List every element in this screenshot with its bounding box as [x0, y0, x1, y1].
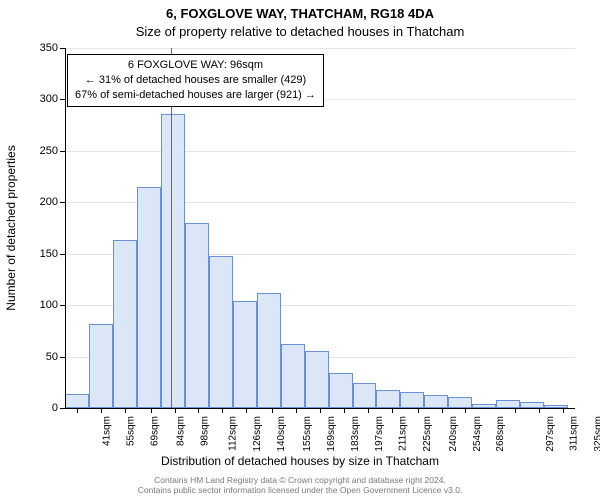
- title-address: 6, FOXGLOVE WAY, THATCHAM, RG18 4DA: [0, 6, 600, 21]
- x-tick: [175, 408, 176, 413]
- y-tick-label: 50: [8, 351, 58, 363]
- histogram-bar: [376, 390, 400, 409]
- annotation-box: 6 FOXGLOVE WAY: 96sqm ← 31% of detached …: [67, 54, 324, 107]
- histogram-bar: [472, 404, 496, 408]
- y-tick-label: 350: [8, 42, 58, 54]
- x-tick: [368, 408, 369, 413]
- histogram-bar: [448, 397, 472, 408]
- x-tick-label: 183sqm: [350, 416, 361, 452]
- histogram-bar: [400, 392, 424, 408]
- histogram-bar: [209, 256, 233, 408]
- x-tick: [563, 408, 564, 413]
- x-tick-label: 112sqm: [228, 416, 239, 451]
- title-subtitle: Size of property relative to detached ho…: [0, 24, 600, 39]
- x-tick-label: 254sqm: [472, 416, 483, 452]
- chart-container: 6, FOXGLOVE WAY, THATCHAM, RG18 4DA Size…: [0, 0, 600, 500]
- x-axis-label: Distribution of detached houses by size …: [0, 454, 600, 468]
- x-tick: [392, 408, 393, 413]
- x-tick-label: 98sqm: [199, 416, 210, 446]
- histogram-bar: [257, 293, 281, 408]
- histogram-bar: [520, 402, 544, 408]
- x-tick: [515, 408, 516, 413]
- y-tick-label: 300: [8, 93, 58, 105]
- histogram-bar: [233, 301, 257, 408]
- x-tick: [418, 408, 419, 413]
- histogram-bar: [185, 223, 209, 408]
- histogram-bar: [65, 394, 89, 408]
- x-tick: [296, 408, 297, 413]
- histogram-bar: [353, 383, 377, 408]
- footer-attribution: Contains HM Land Registry data © Crown c…: [0, 475, 600, 496]
- footer-line1: Contains HM Land Registry data © Crown c…: [154, 475, 446, 485]
- histogram-bar: [89, 324, 113, 408]
- x-tick-label: 69sqm: [149, 416, 160, 446]
- y-tick-label: 250: [8, 145, 58, 157]
- y-tick-label: 100: [8, 299, 58, 311]
- x-tick: [246, 408, 247, 413]
- x-tick: [198, 408, 199, 413]
- x-tick-label: 297sqm: [545, 416, 556, 452]
- y-tick-label: 200: [8, 196, 58, 208]
- x-tick-label: 155sqm: [302, 416, 313, 452]
- x-tick-label: 225sqm: [422, 416, 433, 452]
- x-tick: [222, 408, 223, 413]
- x-tick: [272, 408, 273, 413]
- x-tick-label: 325sqm: [593, 416, 600, 452]
- histogram-bar: [281, 344, 305, 408]
- x-tick: [125, 408, 126, 413]
- footer-line2: Contains public sector information licen…: [138, 485, 463, 495]
- histogram-bar: [161, 114, 185, 408]
- x-tick-label: 169sqm: [326, 416, 337, 452]
- x-tick-label: 126sqm: [253, 416, 264, 452]
- histogram-bar: [137, 187, 161, 408]
- x-tick: [344, 408, 345, 413]
- x-tick: [539, 408, 540, 413]
- histogram-bar: [496, 400, 520, 408]
- x-tick-label: 268sqm: [496, 416, 507, 452]
- x-tick-label: 140sqm: [276, 416, 287, 452]
- x-tick: [465, 408, 466, 413]
- histogram-bar: [424, 395, 448, 408]
- x-tick-label: 84sqm: [175, 416, 186, 446]
- x-tick: [320, 408, 321, 413]
- x-tick-label: 197sqm: [374, 416, 385, 452]
- x-tick-label: 55sqm: [125, 416, 136, 446]
- x-tick-label: 211sqm: [397, 416, 408, 451]
- annotation-line2: ← 31% of detached houses are smaller (42…: [75, 73, 316, 88]
- y-tick-label: 150: [8, 248, 58, 260]
- annotation-line3: 67% of semi-detached houses are larger (…: [75, 88, 316, 103]
- x-tick: [442, 408, 443, 413]
- histogram-bar: [329, 373, 353, 408]
- x-tick-label: 240sqm: [448, 416, 459, 452]
- histogram-bar: [113, 240, 137, 408]
- x-tick-label: 311sqm: [568, 416, 579, 451]
- histogram-bar: [544, 405, 568, 408]
- y-tick-label: 0: [8, 402, 58, 414]
- x-tick: [151, 408, 152, 413]
- annotation-line1: 6 FOXGLOVE WAY: 96sqm: [75, 58, 316, 73]
- x-tick-label: 41sqm: [101, 416, 112, 446]
- histogram-bar: [305, 351, 329, 408]
- x-tick: [77, 408, 78, 413]
- x-tick: [101, 408, 102, 413]
- y-axis-line: [65, 48, 66, 408]
